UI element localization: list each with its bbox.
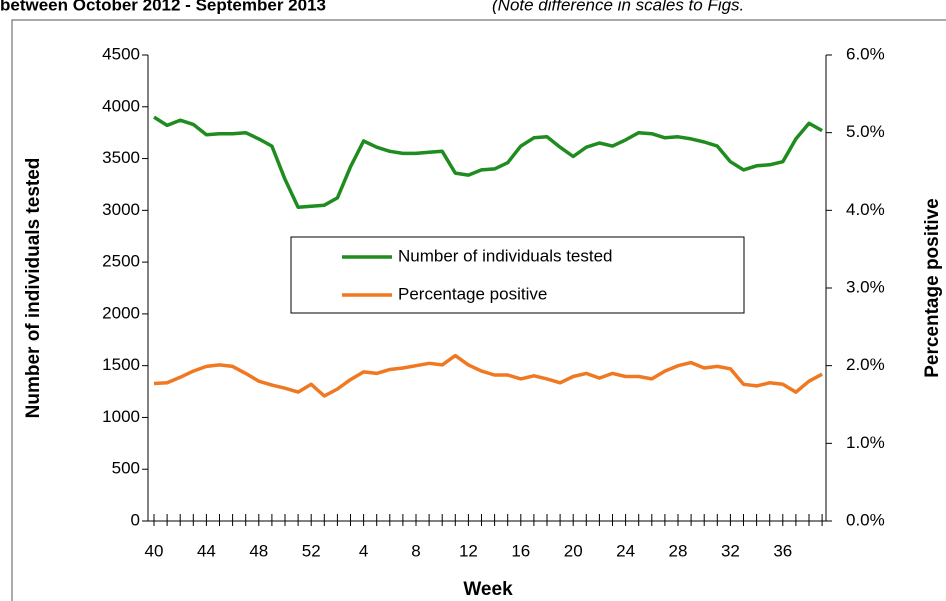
- series-line: [153, 115, 823, 209]
- y-axis-label: Number of individuals tested: [23, 158, 44, 419]
- y2-axis-label: Percentage positive: [922, 198, 943, 378]
- y2-tick-label: 4.0%: [846, 200, 885, 219]
- y2-tick-label: 0.0%: [846, 510, 885, 529]
- x-tick-label: 12: [459, 541, 478, 560]
- legend-label: Percentage positive: [398, 284, 547, 303]
- x-tick-label: 16: [511, 541, 530, 560]
- y2-tick-label: 6.0%: [846, 44, 885, 63]
- chart-subtitle: (Note difference in scales to Figs.: [492, 0, 744, 14]
- y-tick-label: 500: [112, 459, 140, 478]
- y-tick-label: 1500: [102, 355, 140, 374]
- y-tick-label: 4500: [102, 44, 140, 63]
- x-tick-label: 40: [145, 541, 164, 560]
- chart-title: between October 2012 - September 2013: [0, 0, 326, 14]
- frame: [11, 19, 946, 601]
- x-tick-label: 4: [359, 541, 368, 560]
- y-tick-label: 3500: [102, 148, 140, 167]
- x-tick-label: 28: [669, 541, 688, 560]
- x-tick-label: 36: [773, 541, 792, 560]
- x-tick-label: 20: [564, 541, 583, 560]
- series-line: [153, 353, 823, 398]
- y2-tick-label: 5.0%: [846, 122, 885, 141]
- x-tick-label: 32: [721, 541, 740, 560]
- y-tick-label: 2500: [102, 252, 140, 271]
- y2-tick-label: 3.0%: [846, 277, 885, 296]
- x-axis-label: Week: [463, 579, 513, 600]
- y-tick-label: 3000: [102, 200, 140, 219]
- y-tick-label: 4000: [102, 96, 140, 115]
- y2-tick-label: 1.0%: [846, 433, 885, 452]
- x-tick-label: 52: [302, 541, 321, 560]
- legend-label: Number of individuals tested: [398, 246, 613, 265]
- legend-box: [290, 236, 745, 314]
- y-tick-label: 2000: [102, 303, 140, 322]
- y-tick-label: 0: [131, 510, 140, 529]
- x-tick-label: 24: [616, 541, 635, 560]
- x-tick-label: 44: [197, 541, 216, 560]
- y-tick-label: 1000: [102, 407, 140, 426]
- x-tick-label: 8: [411, 541, 420, 560]
- y2-tick-label: 2.0%: [846, 355, 885, 374]
- x-tick-label: 48: [249, 541, 268, 560]
